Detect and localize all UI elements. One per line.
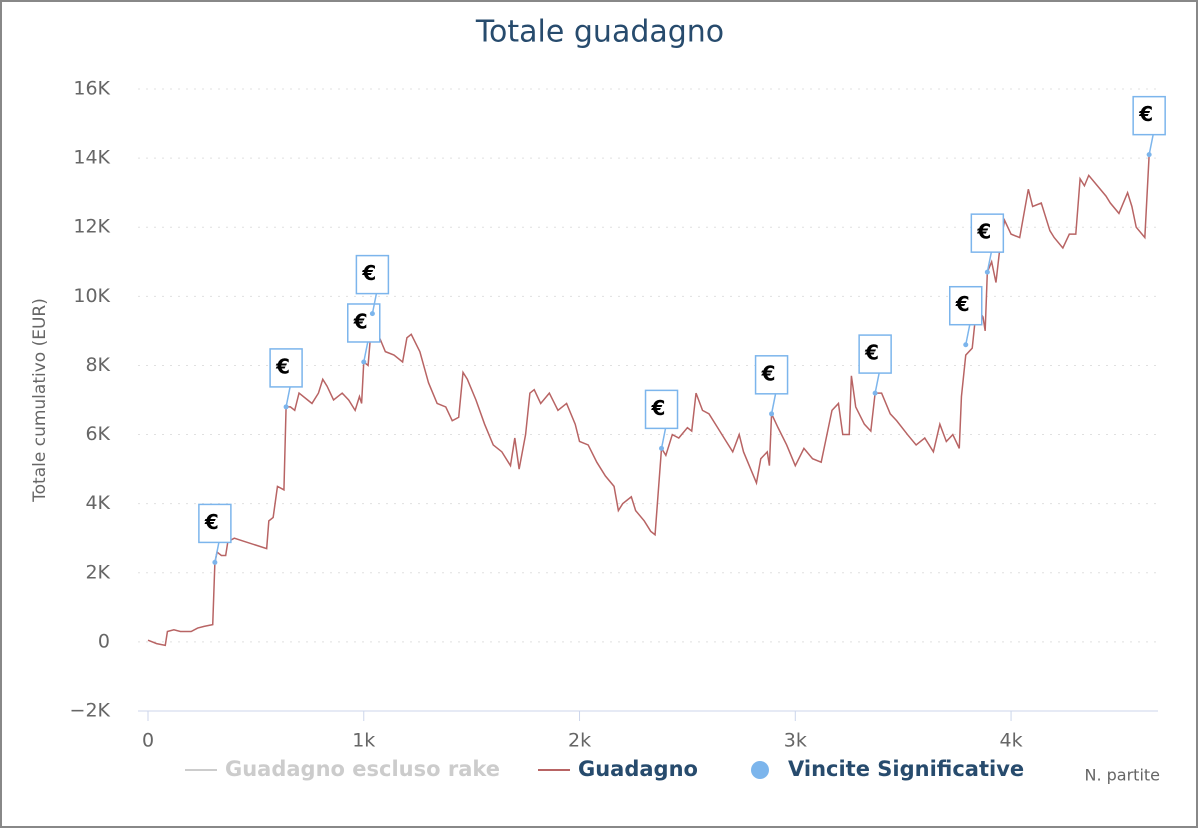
significant-win: [369, 311, 375, 317]
flag-text: €: [361, 261, 376, 285]
y-tick-label: 8K: [85, 354, 110, 376]
significant-win: [984, 269, 990, 275]
flag-box: [754, 355, 789, 395]
flag-connector: [770, 393, 777, 414]
flag-text: €: [651, 396, 666, 420]
flag-connector: [363, 341, 369, 363]
significant-win: [872, 390, 878, 396]
y-tick-label: −2K: [70, 700, 111, 722]
x-tick-label: 0: [142, 730, 154, 752]
x-axis-label: N. partite: [1084, 766, 1160, 785]
data-line: [147, 154, 1150, 647]
y-tick-label: 16K: [73, 78, 110, 100]
flag-text: €: [353, 309, 368, 333]
flag-connector: [214, 542, 220, 563]
x-tick-label: 2k: [568, 730, 591, 752]
x-tick-label: 3k: [784, 730, 807, 752]
flag-connector: [285, 386, 291, 408]
flag-box: [355, 254, 390, 295]
significant-win: [963, 342, 969, 348]
flag-connector: [1148, 134, 1154, 155]
significant-win: [212, 559, 218, 565]
flag-text: €: [275, 354, 290, 378]
legend-label: Vincite Significative: [788, 757, 1024, 781]
significant-win: [361, 359, 367, 365]
y-tick-label: 12K: [73, 216, 110, 238]
flag-box: [198, 503, 232, 544]
chart-title: Totale guadagno: [475, 15, 724, 50]
y-tick-label: 0: [98, 630, 110, 652]
flag-connector: [986, 251, 993, 273]
significant-win: [1146, 152, 1152, 158]
y-tick-label: 10K: [73, 285, 110, 307]
flag-box: [970, 213, 1005, 253]
y-tick-label: 2K: [85, 561, 110, 583]
y-tick-label: 4K: [85, 492, 110, 514]
flag-connector: [965, 324, 971, 345]
flag-connector: [660, 428, 667, 449]
x-tick-label: 1k: [352, 730, 375, 752]
flag-text: €: [1138, 102, 1153, 126]
legend-symbol: [751, 761, 769, 779]
flag-text: €: [976, 220, 991, 244]
flag-connector: [874, 372, 880, 394]
flag-box: [949, 285, 983, 326]
flag-text: €: [204, 510, 219, 534]
legend-label: Guadagno escluso rake: [225, 757, 500, 781]
flag-box: [1132, 95, 1166, 136]
significant-win: [769, 411, 775, 417]
flag-box: [347, 303, 381, 343]
flag-connector: [371, 293, 378, 314]
flag-text: €: [864, 341, 879, 365]
flag-box: [858, 334, 892, 374]
y-tick-label: 6K: [85, 423, 110, 445]
y-axis-label: Totale cumulativo (EUR): [30, 298, 50, 503]
flag-box: [269, 348, 303, 388]
flag-text: €: [955, 292, 970, 316]
flag-text: €: [761, 361, 776, 385]
significant-win: [283, 404, 289, 410]
legend-label: Guadagno: [578, 757, 698, 781]
significant-win: [659, 445, 665, 451]
flag-box: [644, 389, 679, 430]
x-tick-label: 4k: [1000, 730, 1023, 752]
y-tick-label: 14K: [73, 147, 110, 169]
